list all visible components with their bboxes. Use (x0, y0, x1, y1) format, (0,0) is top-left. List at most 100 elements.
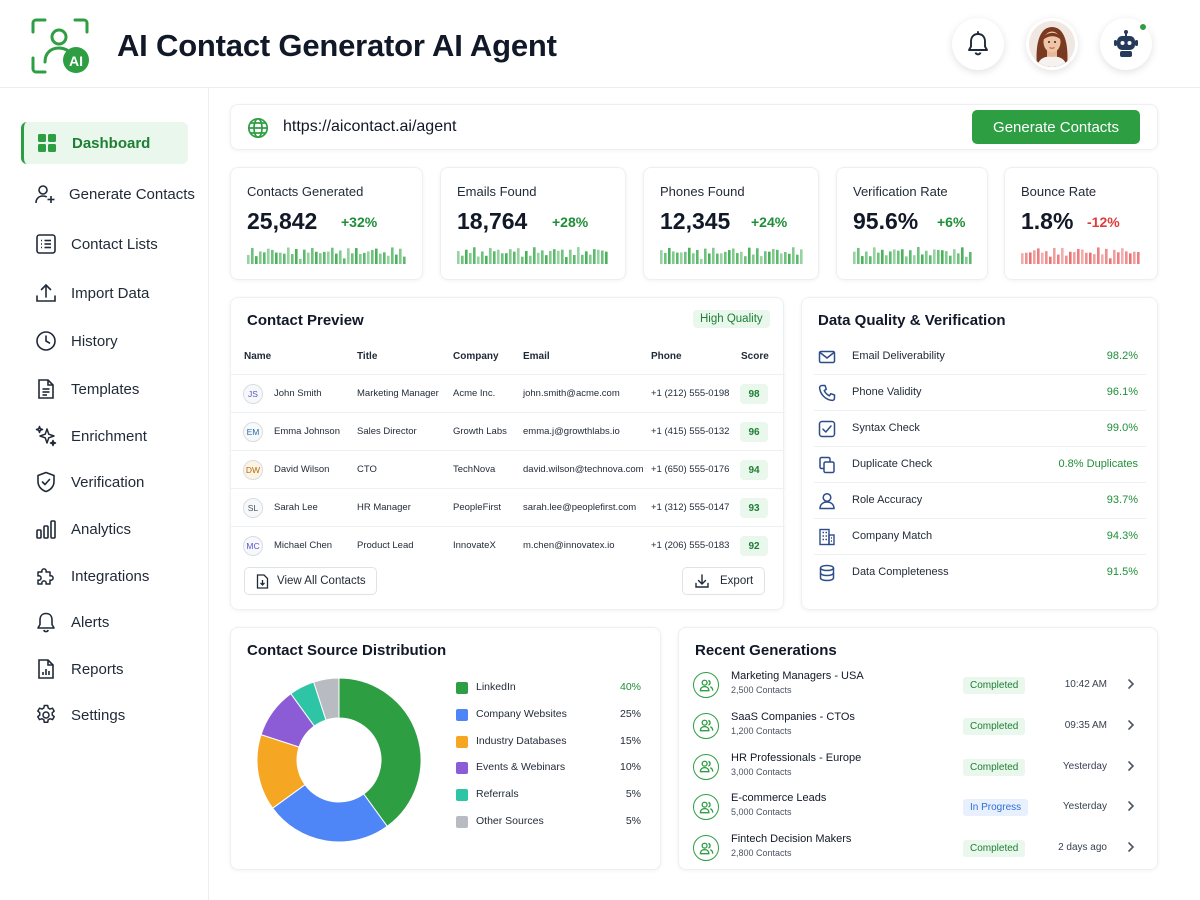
sidebar-item-integrations[interactable]: Integrations (21, 555, 188, 597)
sparkline-bar (343, 258, 346, 264)
avatar (1029, 21, 1075, 67)
sparkline-bar (668, 247, 671, 264)
generation-time: Yesterday (1062, 760, 1107, 772)
ai-agent-button[interactable] (1100, 18, 1152, 70)
chevron-right-icon[interactable] (1125, 799, 1137, 813)
legend-value: 15% (619, 734, 641, 747)
sidebar-item-history[interactable]: History (21, 320, 188, 362)
sparkline-bar (1029, 252, 1032, 264)
sparkline-bar (672, 251, 675, 264)
sidebar-item-contact-lists[interactable]: Contact Lists (21, 223, 188, 265)
stat-card-bounce-rate: Bounce Rate 1.8% -12% (1004, 167, 1158, 280)
contact-title: HR Manager (357, 502, 411, 513)
sparkline-bar (732, 248, 735, 264)
sparkline-bar (331, 247, 334, 264)
contact-title: Marketing Manager (357, 388, 439, 399)
generation-item[interactable]: E-commerce Leads 5,000 Contacts In Progres… (691, 788, 1147, 828)
legend-item: Other Sources 5% (456, 812, 641, 832)
stat-value: 25,842 (247, 208, 318, 234)
file-download-icon (256, 573, 269, 589)
sparkline-bar (395, 254, 398, 264)
sparkline (457, 247, 608, 264)
sparkline-bar (255, 256, 258, 264)
sparkline-bar (323, 251, 326, 264)
contact-score: 94 (740, 460, 768, 480)
sparkline-bar (1081, 249, 1084, 264)
column-header: Email (523, 351, 550, 362)
sparkline-bar (247, 255, 250, 264)
quality-value: 99.0% (1106, 422, 1138, 434)
sparkline-bar (481, 251, 484, 264)
table-row[interactable]: JS John Smith Marketing Manager Acme Inc… (231, 374, 785, 412)
sparkline-bar (267, 248, 270, 264)
sparkline-bar (589, 254, 592, 264)
sidebar-item-verification[interactable]: Verification (21, 461, 188, 503)
sidebar-item-enrichment[interactable]: Enrichment (21, 415, 188, 457)
sidebar-item-label: History (71, 332, 118, 350)
sparkline-bar (724, 251, 727, 264)
stat-card-contacts-generated: Contacts Generated 25,842 +32% (230, 167, 423, 280)
legend-value: 40% (619, 681, 641, 693)
sidebar-item-label: Settings (71, 706, 126, 724)
table-row[interactable]: DW David Wilson CTO TechNova david.wilso… (231, 450, 785, 488)
sparkline-bar (363, 252, 366, 264)
sidebar-item-templates[interactable]: Templates (21, 368, 188, 410)
generation-item[interactable]: HR Professionals - Europe 3,000 Contacts C… (691, 748, 1147, 788)
sparkline-bar (784, 252, 787, 264)
url-input[interactable]: https://aicontact.ai/agent (283, 118, 457, 135)
sparkline-bar (1069, 251, 1072, 264)
view-all-contacts-button[interactable]: View All Contacts (244, 567, 377, 595)
stat-label: Verification Rate (853, 184, 948, 199)
sparkline-bar (367, 251, 370, 264)
quality-label: Company Match (852, 530, 933, 542)
sparkline-bar (885, 255, 888, 264)
generation-item[interactable]: Fintech Decision Makers 2,800 Contacts Com… (691, 829, 1147, 869)
sparkline-bar (881, 249, 884, 264)
chevron-right-icon[interactable] (1125, 677, 1137, 691)
sidebar-item-reports[interactable]: Reports (21, 648, 188, 690)
sparkline-bar (957, 253, 960, 264)
export-button[interactable]: Export (682, 567, 766, 595)
building-icon (819, 528, 835, 546)
generation-item[interactable]: SaaS Companies - CTOs 1,200 Contacts Compl… (691, 707, 1147, 747)
bell-icon (968, 31, 988, 56)
table-row[interactable]: EM Emma Johnson Sales Director Growth La… (231, 412, 785, 450)
chevron-right-icon[interactable] (1125, 840, 1137, 854)
quality-label: Data Completeness (852, 566, 949, 578)
gear-icon (34, 703, 58, 727)
sparkline-bar (708, 253, 711, 264)
sparkline-bar (897, 250, 900, 264)
sidebar-item-generate-contacts[interactable]: Generate Contacts (21, 173, 195, 215)
donut-slice-company-websites (271, 783, 388, 843)
sidebar-item-import-data[interactable]: Import Data (21, 272, 188, 314)
stat-change: +24% (751, 214, 788, 230)
quality-value: 93.7% (1106, 494, 1138, 506)
sidebar-item-label: Verification (71, 473, 145, 491)
contact-avatar: SL (243, 498, 263, 518)
sidebar-item-analytics[interactable]: Analytics (21, 508, 188, 550)
sparkline-bar (1065, 255, 1068, 264)
generation-item[interactable]: Marketing Managers - USA 2,500 Contacts Co… (691, 666, 1147, 706)
legend-swatch (456, 708, 468, 721)
sidebar-item-dashboard[interactable]: Dashboard (21, 122, 188, 164)
chevron-right-icon[interactable] (1125, 759, 1137, 773)
sparkline-bar (965, 256, 968, 264)
sparkline-bar (565, 257, 568, 264)
chevron-right-icon[interactable] (1125, 718, 1137, 732)
legend-label: Referrals (476, 788, 519, 801)
sidebar-item-alerts[interactable]: Alerts (21, 601, 188, 643)
generate-contacts-button[interactable]: Generate Contacts (972, 110, 1140, 144)
sparkline (247, 247, 406, 264)
user-avatar-button[interactable] (1026, 18, 1078, 70)
table-row[interactable]: SL Sarah Lee HR Manager PeopleFirst sara… (231, 488, 785, 526)
sparkline-bar (1033, 250, 1036, 264)
sparkline-bar (1109, 258, 1112, 264)
sidebar-item-settings[interactable]: Settings (21, 694, 188, 736)
sparkline-bar (760, 256, 763, 264)
app-title: AI Contact Generator AI Agent (117, 28, 557, 63)
sparkline-bar (271, 249, 274, 264)
sparkline-bar (387, 255, 390, 264)
donut-slice-linkedin (338, 677, 422, 828)
notifications-button[interactable] (952, 18, 1004, 70)
table-row[interactable]: MC Michael Chen Product Lead InnovateX m… (231, 526, 785, 564)
